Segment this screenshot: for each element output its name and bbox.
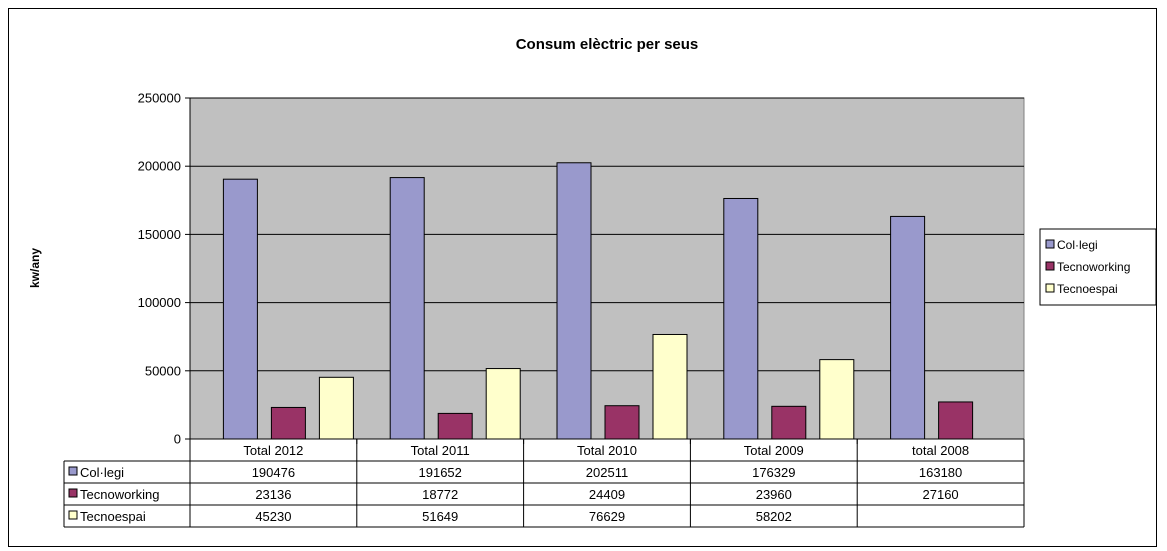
bar-tecnoespai <box>819 359 855 440</box>
table-cell-value: 51649 <box>422 509 458 524</box>
y-tick-label: 0 <box>174 432 181 447</box>
y-tick-label: 150000 <box>138 227 181 242</box>
table-series-name: Col·legi <box>80 465 124 480</box>
table-cell-value: 58202 <box>756 509 792 524</box>
bar-tecnoworking <box>437 412 473 440</box>
y-tick-label: 200000 <box>138 159 181 174</box>
x-category-label: total 2008 <box>912 443 969 458</box>
legend-swatch-tecnoespai <box>1045 283 1055 293</box>
y-tick-label: 100000 <box>138 295 181 310</box>
table-cell-value: 23136 <box>255 487 291 502</box>
legend-label: Tecnoespai <box>1057 282 1118 296</box>
table-cell-value: 24409 <box>589 487 625 502</box>
chart-svg: 0 50000 100000 150000 200000 250000 Consum el… <box>28 36 1156 528</box>
legend-label: Tecnoworking <box>1057 260 1130 274</box>
bars-layer <box>189 162 1025 444</box>
legend-swatch-col-legi <box>1045 239 1055 249</box>
table-legend-swatch-col-legi <box>68 466 78 476</box>
table-cell-value: 45230 <box>255 509 291 524</box>
bar-tecnoworking <box>938 401 974 440</box>
bar-col-legi <box>556 162 592 440</box>
bar-tecnoworking <box>604 405 640 440</box>
table-series-name: Tecnoworking <box>80 487 160 502</box>
x-category-label: Total 2012 <box>243 443 303 458</box>
data-table: Total 2012 Total 2011 Total 2010 Total 2009… <box>63 438 1025 528</box>
bar-tecnoworking <box>771 405 807 440</box>
x-category-label: Total 2010 <box>577 443 637 458</box>
legend-swatch-tecnoworking <box>1045 261 1055 271</box>
legend: Col·legi Tecnoworking Tecnoespai <box>1039 228 1156 306</box>
bar-tecnoespai <box>318 376 354 440</box>
table-cell-value: 76629 <box>589 509 625 524</box>
bar-tecnoworking <box>270 406 306 440</box>
table-cell-value: 163180 <box>919 465 962 480</box>
bar-col-legi <box>389 177 425 440</box>
grid-layer <box>190 97 1024 372</box>
chart-frame: 0 50000 100000 150000 200000 250000 Consum el… <box>8 8 1157 547</box>
table-series-name: Tecnoespai <box>80 509 146 524</box>
bar-col-legi <box>890 215 926 440</box>
table-cell-value: 176329 <box>752 465 795 480</box>
table-cell-value: 191652 <box>419 465 462 480</box>
table-cell-value: 190476 <box>252 465 295 480</box>
legend-box <box>1039 228 1156 306</box>
table-legend-swatch-tecnoworking <box>68 488 78 498</box>
chart-title: Consum elèctric per seus <box>516 36 699 53</box>
bar-tecnoespai <box>652 333 688 440</box>
x-category-label: Total 2009 <box>744 443 804 458</box>
table-cell-value: 27160 <box>923 487 959 502</box>
bar-col-legi <box>723 197 759 440</box>
x-category-label: Total 2011 <box>411 443 470 458</box>
y-axis-label: kw/any <box>28 248 42 288</box>
table-legend-swatch-tecnoespai <box>68 510 78 520</box>
table-cell-value: 202511 <box>586 465 628 480</box>
y-tick-labels: 0 50000 100000 150000 200000 250000 <box>138 91 190 447</box>
legend-label: Col·legi <box>1057 238 1098 252</box>
y-tick-label: 250000 <box>138 91 181 106</box>
table-cell-value: 18772 <box>422 487 458 502</box>
y-tick-label: 50000 <box>145 363 181 378</box>
bar-tecnoespai <box>485 368 521 440</box>
bar-col-legi <box>222 178 258 440</box>
table-cell-value: 23960 <box>756 487 792 502</box>
